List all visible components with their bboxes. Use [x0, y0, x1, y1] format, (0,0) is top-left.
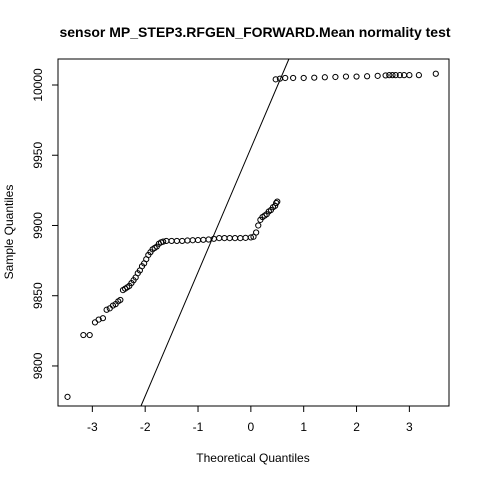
- y-axis-label: Sample Quantiles: [2, 185, 16, 280]
- sample-point: [374, 72, 381, 79]
- sample-point: [221, 235, 228, 242]
- x-axis: -3 -2 -1 0 1 2 3: [87, 406, 413, 434]
- chart-title: sensor MP_STEP3.RFGEN_FORWARD.Mean norma…: [59, 24, 450, 40]
- y-tick-label: 9800: [31, 352, 45, 379]
- x-tick-label: -2: [140, 420, 151, 434]
- sample-point: [80, 331, 87, 339]
- y-tick-label: 10000: [31, 68, 45, 102]
- sample-point: [332, 73, 339, 81]
- points-layer: [64, 70, 439, 400]
- sample-point: [64, 393, 71, 400]
- qq-line-layer: [140, 58, 290, 407]
- sample-point: [389, 72, 396, 79]
- y-tick-label: 9900: [31, 212, 45, 239]
- qq-reference-line: [140, 58, 290, 407]
- sample-point: [321, 74, 328, 81]
- sample-point: [194, 236, 202, 244]
- sample-point: [274, 198, 281, 205]
- sample-point: [216, 235, 223, 242]
- x-tick-label: 3: [406, 420, 413, 434]
- sample-point: [290, 74, 297, 82]
- sample-point: [205, 236, 212, 243]
- sample-point: [160, 238, 167, 245]
- y-axis: 9800 9850 9900 9950 10000: [31, 68, 58, 379]
- sample-point: [432, 70, 439, 77]
- sample-point: [364, 73, 371, 80]
- plot-frame: [57, 58, 450, 407]
- sample-point: [95, 316, 102, 323]
- sample-point: [273, 199, 280, 207]
- x-tick-label: -3: [87, 420, 98, 434]
- sample-point: [106, 305, 113, 312]
- sample-point: [86, 331, 93, 339]
- sample-point: [311, 74, 318, 81]
- x-axis-label: Theoretical Quantiles: [196, 451, 309, 465]
- sample-point: [173, 237, 180, 245]
- sample-point: [300, 74, 307, 82]
- sample-point: [247, 234, 254, 241]
- sample-point: [272, 76, 279, 83]
- sample-point: [415, 72, 422, 79]
- sample-point: [163, 237, 170, 245]
- x-tick-label: 2: [353, 420, 360, 434]
- sample-point: [231, 235, 239, 242]
- sample-point: [282, 74, 289, 82]
- sample-point: [382, 72, 389, 79]
- sample-point: [226, 235, 233, 242]
- sample-point: [342, 73, 350, 80]
- sample-point: [406, 72, 413, 79]
- sample-point: [184, 237, 191, 244]
- sample-point: [237, 235, 244, 242]
- y-tick-label: 9950: [31, 142, 45, 169]
- sample-point: [353, 73, 360, 80]
- sample-point: [386, 72, 393, 79]
- sample-point: [117, 296, 124, 304]
- sample-point: [242, 234, 249, 241]
- sample-point: [189, 237, 196, 244]
- sample-point: [396, 72, 403, 79]
- sample-point: [253, 229, 260, 236]
- y-tick-label: 9850: [31, 282, 45, 309]
- sample-point: [200, 236, 207, 243]
- x-tick-label: 0: [248, 420, 255, 434]
- sample-point: [392, 72, 399, 79]
- x-tick-label: 1: [300, 420, 307, 434]
- sample-point: [255, 222, 262, 229]
- x-tick-label: -1: [193, 420, 204, 434]
- sample-point: [179, 237, 186, 245]
- sample-point: [99, 315, 107, 322]
- sample-point: [168, 237, 175, 245]
- sample-point: [103, 306, 110, 313]
